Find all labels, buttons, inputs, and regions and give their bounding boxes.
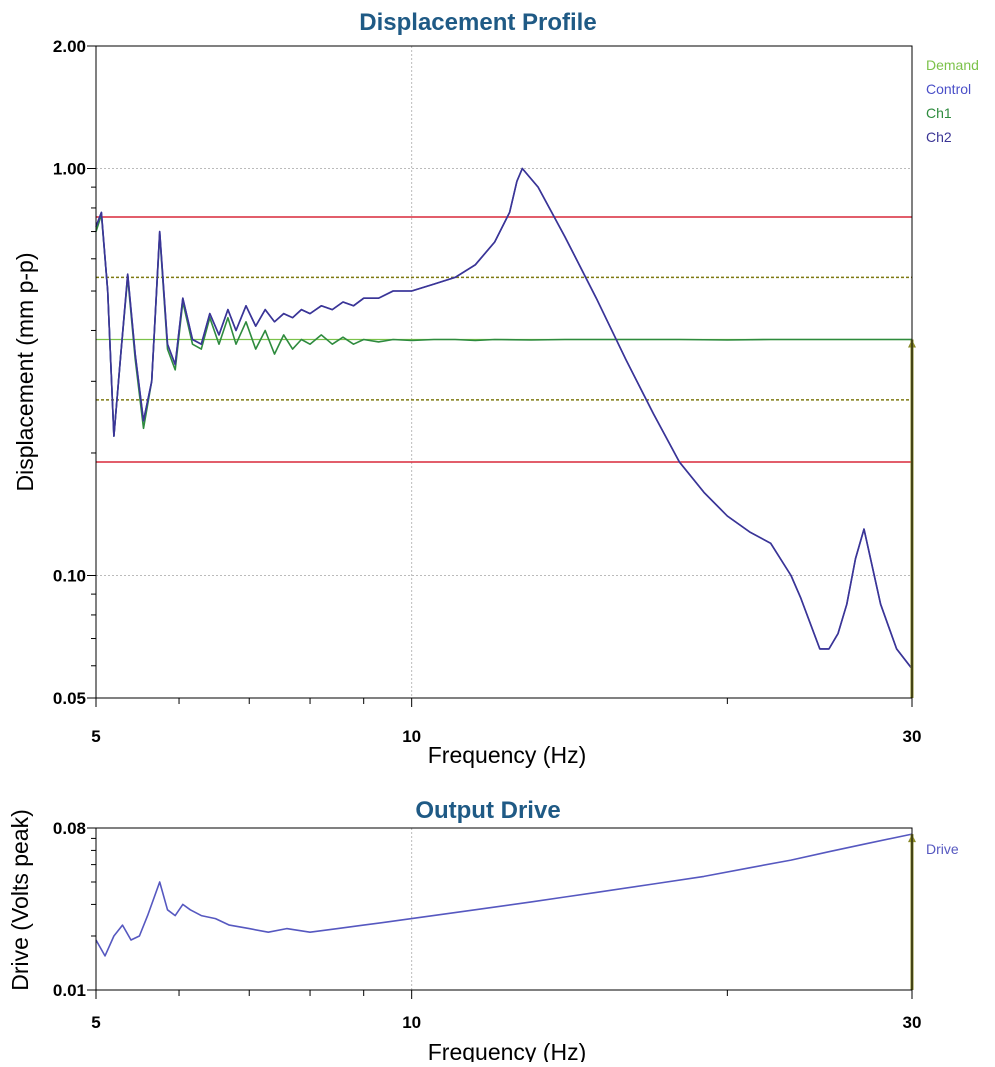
drive-plot-frame: [95, 827, 913, 991]
displacement-grid: [96, 46, 912, 698]
series-line-drive: [95, 833, 913, 957]
displacement-ticks: 5 10 30 0.05 0.10 1.00 2.00: [53, 37, 922, 746]
displacement-series: [95, 167, 916, 698]
displacement-xlabel: Frequency (Hz): [428, 742, 586, 768]
drive-ticks: 5 10 30 0.01 0.08: [53, 819, 922, 1032]
x-tick-label: 30: [903, 727, 922, 746]
y-tick-label: 1.00: [53, 160, 86, 179]
x-tick-label: 10: [402, 727, 421, 746]
series-line-control: [95, 167, 913, 670]
y-tick-label: 0.10: [53, 566, 86, 585]
displacement-legend: Demand Control Ch1 Ch2: [926, 57, 979, 145]
drive-xlabel: Frequency (Hz): [428, 1039, 586, 1062]
displacement-limit-lines: [96, 216, 912, 463]
series-line-ch2: [95, 167, 913, 670]
x-tick-label: 5: [91, 727, 100, 746]
displacement-chart: Displacement Profile 5 10 30 0.05 0.10 1.00 2.…: [12, 9, 979, 768]
drive-series: [95, 833, 916, 990]
drive-chart-title: Output Drive: [415, 797, 560, 824]
legend-drive: Drive: [926, 841, 959, 857]
x-tick-label: 30: [903, 1013, 922, 1032]
legend-ch2: Ch2: [926, 129, 952, 145]
legend-ch1: Ch1: [926, 105, 952, 121]
y-tick-label: 0.05: [53, 689, 86, 708]
y-tick-label: 2.00: [53, 37, 86, 56]
displacement-ylabel: Displacement (mm p-p): [12, 253, 38, 492]
series-line-ch1: [95, 213, 912, 437]
x-tick-label: 5: [91, 1013, 100, 1032]
legend-control: Control: [926, 81, 971, 97]
y-tick-label: 0.08: [53, 819, 86, 838]
drive-chart: Output Drive 5 10 30 0.01 0.08 Frequency (Hz…: [7, 797, 959, 1065]
x-tick-label: 10: [402, 1013, 421, 1032]
drive-ylabel: Drive (Volts peak): [7, 809, 33, 991]
y-tick-label: 0.01: [53, 981, 86, 1000]
displacement-chart-title: Displacement Profile: [359, 9, 596, 36]
legend-demand: Demand: [926, 57, 979, 73]
displacement-plot-frame: [95, 45, 913, 699]
